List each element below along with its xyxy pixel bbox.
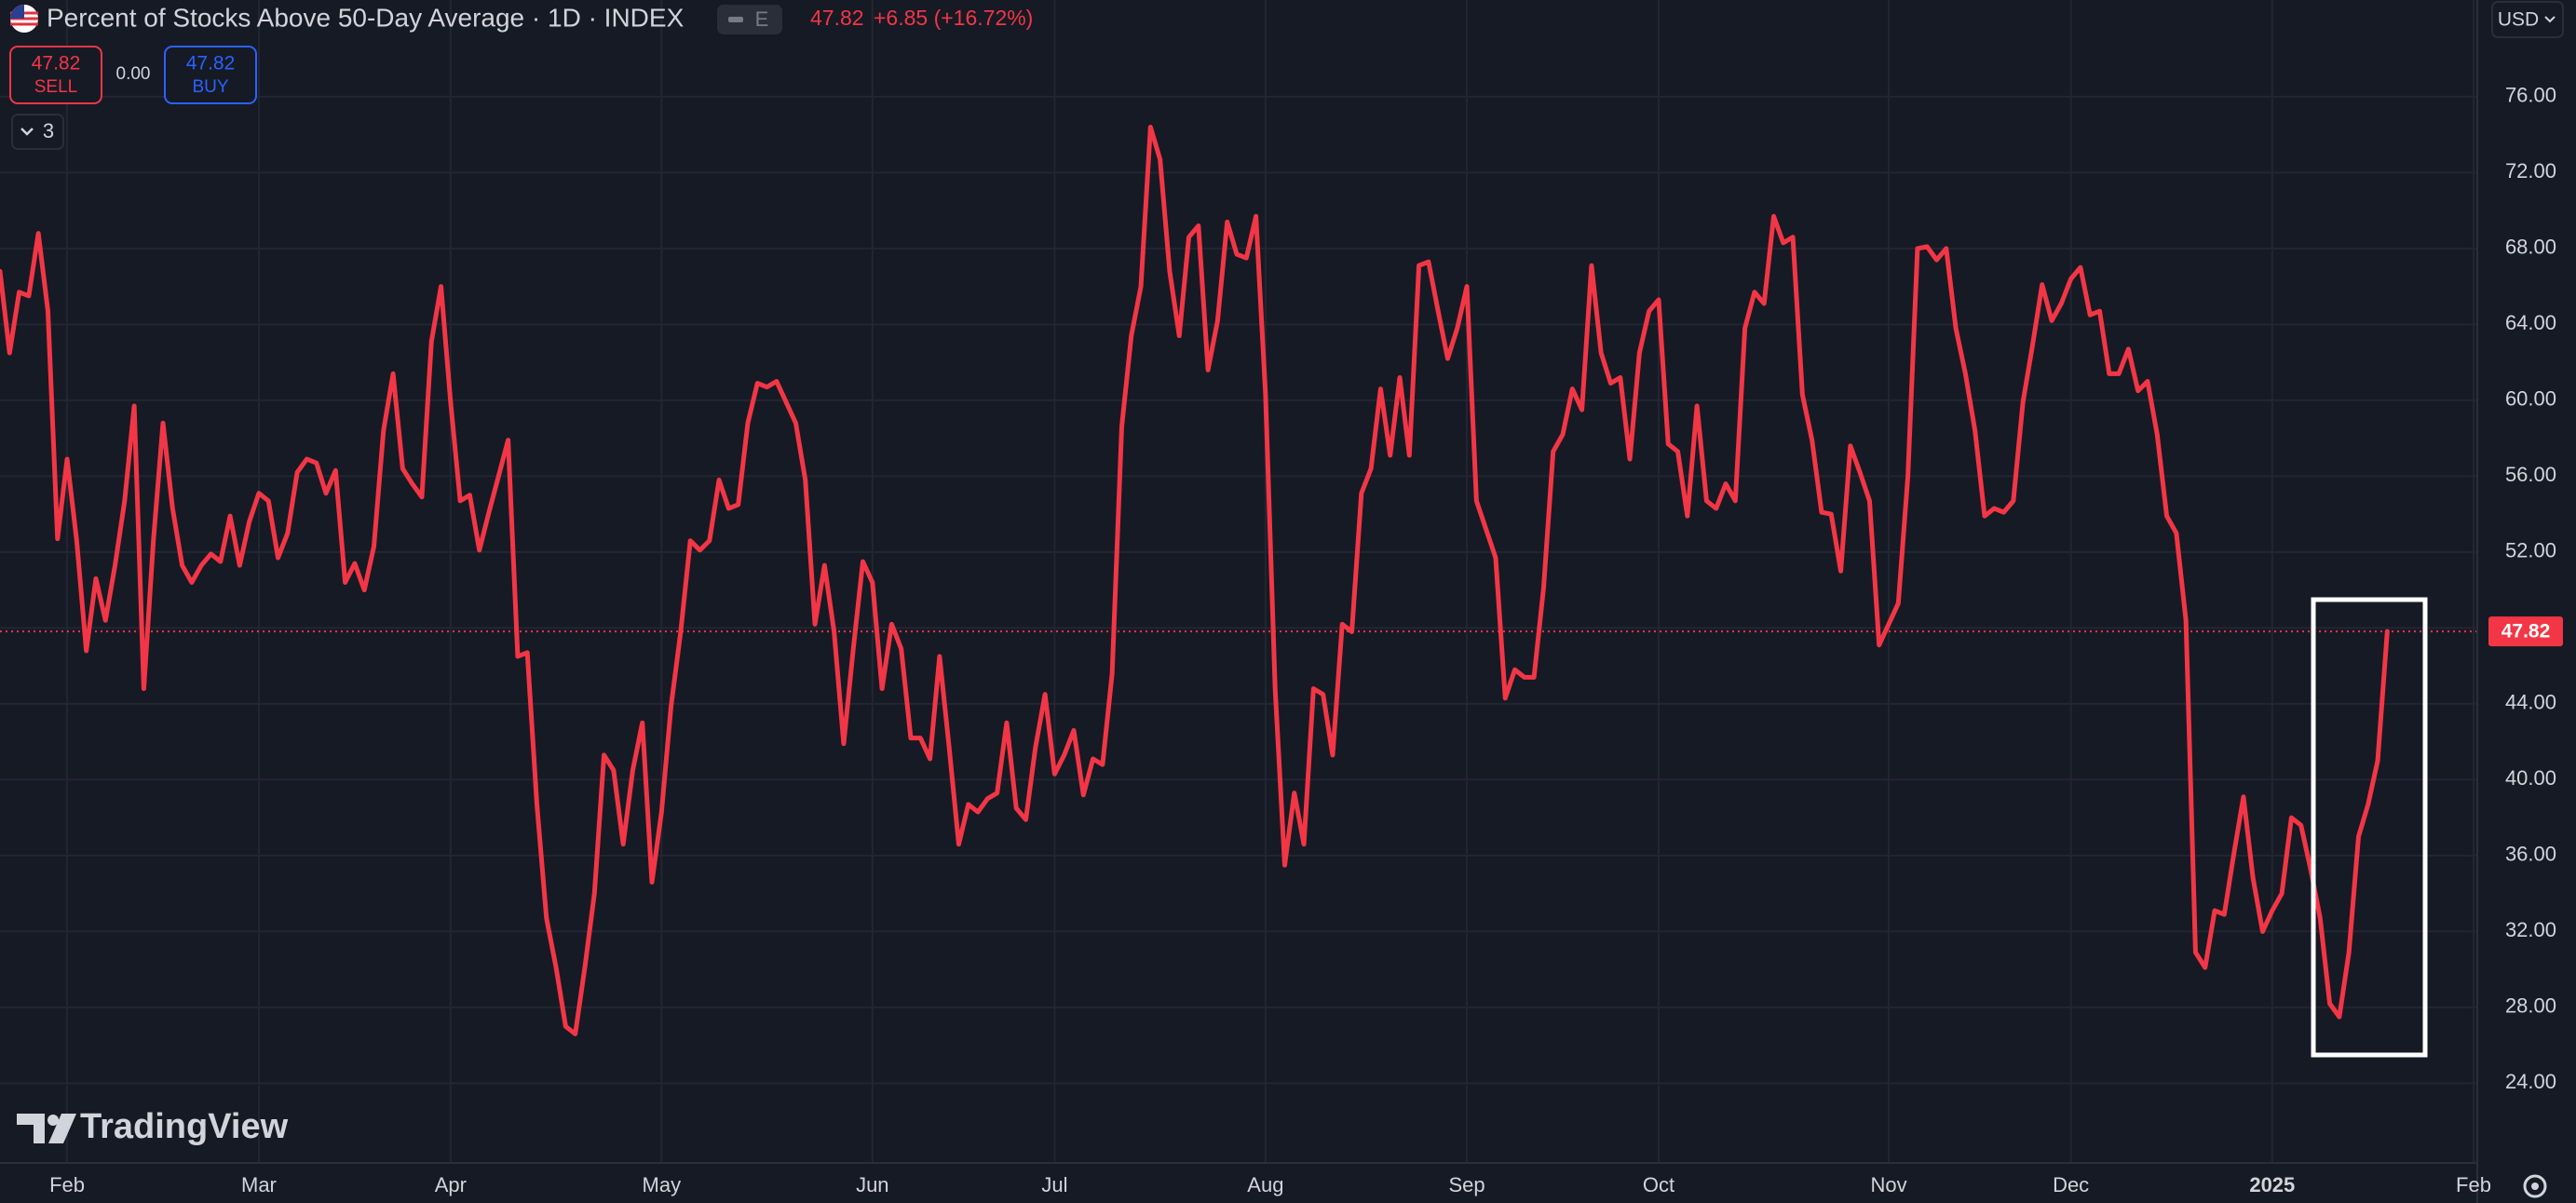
x-tick-label: Feb bbox=[49, 1173, 85, 1196]
y-tick-label: 36.00 bbox=[2505, 843, 2556, 866]
currency-label: USD bbox=[2498, 9, 2539, 31]
logo-mark-dot bbox=[47, 1115, 59, 1126]
sell-price: 47.82 bbox=[32, 53, 81, 74]
currency-chevron bbox=[2544, 16, 2556, 23]
buy-label: BUY bbox=[192, 77, 228, 97]
x-tick-label: 2025 bbox=[2249, 1173, 2295, 1196]
plot-area bbox=[0, 0, 2477, 1163]
y-tick-label: 44.00 bbox=[2505, 691, 2556, 714]
highlight-box bbox=[2311, 597, 2428, 1058]
sell-button[interactable] bbox=[9, 46, 102, 104]
y-tick-label: 72.00 bbox=[2505, 159, 2556, 182]
x-tick-label: May bbox=[643, 1173, 682, 1196]
symbol-header: Percent of Stocks Above 50-Day Average ·… bbox=[10, 3, 1033, 34]
badge-icon bbox=[728, 17, 743, 22]
logo-mark-slash bbox=[48, 1114, 76, 1143]
x-tick-label: Jul bbox=[1041, 1173, 1067, 1196]
currency-selector: USD bbox=[2491, 1, 2564, 38]
x-tick-label: Nov bbox=[1870, 1173, 1906, 1196]
settings-icon[interactable] bbox=[2523, 1174, 2547, 1198]
x-tick-label: Sep bbox=[1448, 1173, 1485, 1196]
gear-ring bbox=[2523, 1174, 2547, 1198]
x-tick-label: Apr bbox=[435, 1173, 467, 1196]
buy-button[interactable] bbox=[164, 46, 257, 104]
last-price-box bbox=[2488, 616, 2563, 647]
y-tick-label: 68.00 bbox=[2505, 236, 2556, 259]
x-tick-label: Feb bbox=[2456, 1173, 2491, 1196]
x-tick-label: Dec bbox=[2053, 1173, 2089, 1196]
y-tick-label: 64.00 bbox=[2505, 311, 2556, 334]
y-tick-label: 60.00 bbox=[2505, 387, 2556, 411]
buy-price: 47.82 bbox=[186, 53, 236, 74]
logo-mark-t bbox=[17, 1114, 45, 1143]
x-tick-label: Aug bbox=[1247, 1173, 1283, 1196]
tradingview-logo: TradingView bbox=[17, 1107, 289, 1146]
trade-buttons: 47.82 SELL 0.00 47.82 BUY 3 bbox=[9, 46, 257, 150]
y-tick-label: 52.00 bbox=[2505, 539, 2556, 562]
x-tick-label: Oct bbox=[1643, 1173, 1674, 1196]
badge-box[interactable] bbox=[717, 5, 782, 34]
spread: 0.00 bbox=[116, 64, 151, 84]
y-tick-label: 28.00 bbox=[2505, 994, 2556, 1018]
indicator-count: 3 bbox=[43, 119, 54, 142]
gear-hub bbox=[2531, 1183, 2539, 1190]
flag-canton bbox=[10, 5, 24, 19]
chevron-icon bbox=[20, 128, 34, 136]
symbol-title: Percent of Stocks Above 50-Day Average ·… bbox=[47, 3, 685, 32]
badge-text: E bbox=[755, 7, 769, 31]
axes: 24.0028.0032.0036.0040.0044.0048.0052.00… bbox=[49, 84, 2563, 1196]
indicators-toggle[interactable] bbox=[11, 114, 64, 150]
y-tick-label: 40.00 bbox=[2505, 766, 2556, 790]
y-tick-label: 56.00 bbox=[2505, 463, 2556, 486]
y-tick-label: 76.00 bbox=[2505, 84, 2556, 107]
x-tick-label: Mar bbox=[241, 1173, 277, 1196]
x-tick-label: Jun bbox=[856, 1173, 888, 1196]
sell-label: SELL bbox=[34, 77, 77, 97]
last-price-label: 47.82 bbox=[2501, 621, 2551, 642]
last-price: 47.82 bbox=[810, 6, 864, 30]
price-line bbox=[0, 125, 2390, 1036]
logo-text: TradingView bbox=[80, 1107, 289, 1146]
y-tick-label: 24.00 bbox=[2505, 1070, 2556, 1093]
price-change: +6.85 (+16.72%) bbox=[874, 6, 1033, 30]
currency-button[interactable] bbox=[2491, 1, 2564, 38]
y-tick-label: 32.00 bbox=[2505, 918, 2556, 941]
